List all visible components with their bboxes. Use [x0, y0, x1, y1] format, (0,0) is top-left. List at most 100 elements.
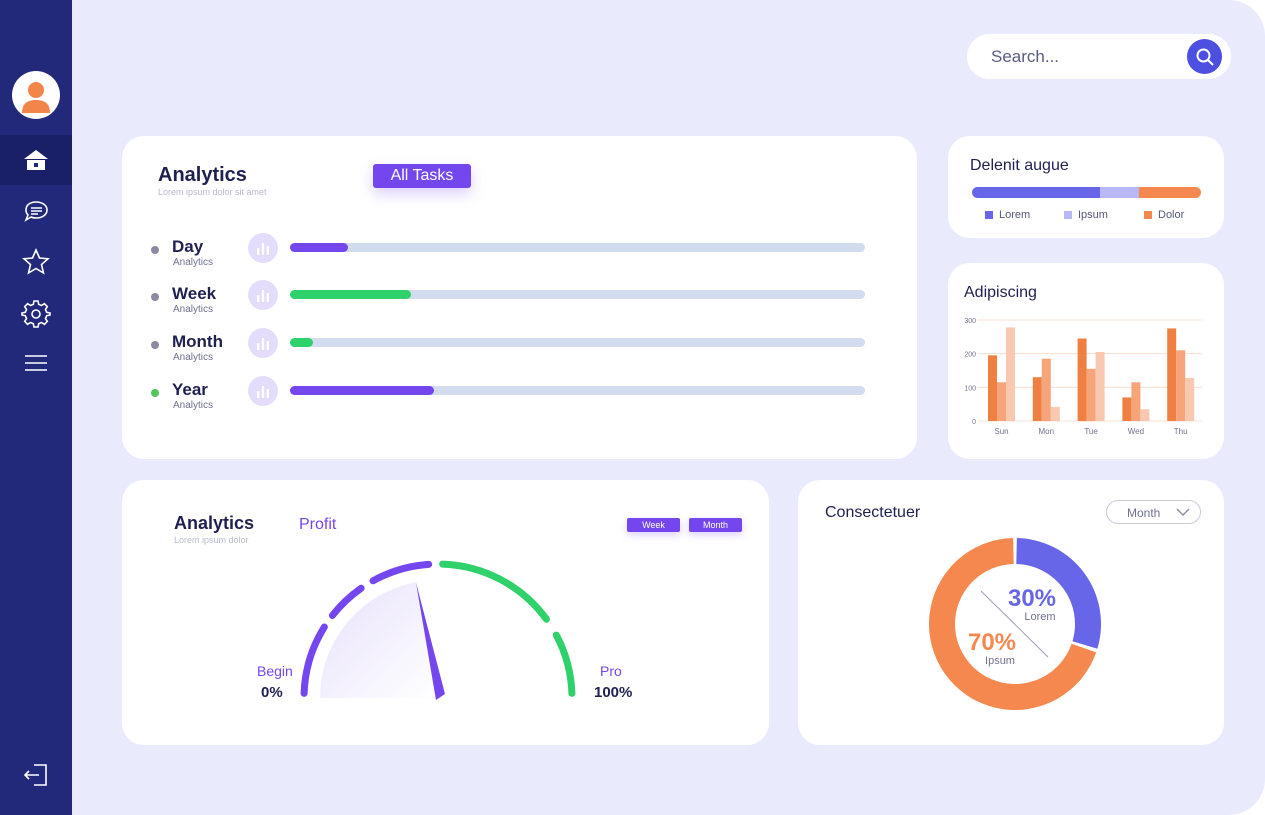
bar-chart: 0 100 200 300 Sun Mon Tue Wed Thu [964, 318, 1202, 436]
sidebar-item-settings[interactable] [0, 289, 72, 339]
bar-chart-icon[interactable] [248, 376, 278, 406]
sidebar [0, 0, 72, 815]
gauge-segment [369, 560, 433, 585]
user-avatar[interactable] [12, 71, 60, 119]
row-label: Day [172, 237, 204, 256]
profit-label: Profit [299, 516, 337, 533]
legend-item-lorem: Lorem [985, 209, 1030, 221]
bar [1050, 406, 1060, 421]
bar [997, 382, 1006, 421]
analytics-row-day: Day Analytics [122, 233, 917, 273]
analytics-row-month: Month Analytics [122, 328, 917, 368]
y-tick-label: 100 [964, 385, 976, 392]
x-tick-label: Tue [1084, 427, 1098, 436]
month-dropdown[interactable]: Month [1106, 500, 1201, 524]
analytics-subtitle: Lorem ipsum dolor sit amet [158, 187, 267, 197]
row-label: Week [172, 284, 217, 303]
bar [1131, 382, 1141, 421]
sidebar-item-home[interactable] [0, 135, 72, 185]
x-tick-label: Wed [1128, 427, 1144, 436]
row-dot [151, 341, 159, 349]
x-tick-label: Thu [1174, 427, 1188, 436]
x-tick-label: Sun [994, 427, 1008, 436]
progress-track [290, 290, 865, 299]
sidebar-item-messages[interactable] [0, 187, 72, 237]
progress-track [290, 243, 865, 252]
consectetuer-title: Consectetuer [825, 504, 921, 521]
bar [1032, 377, 1042, 421]
bar [988, 355, 997, 421]
bar [1167, 328, 1177, 421]
bar [1041, 358, 1051, 421]
donut-chart: 30%Lorem 70%Ipsum [929, 538, 1101, 710]
x-tick-label: Mon [1039, 427, 1055, 436]
sidebar-item-menu[interactable] [0, 338, 72, 388]
bar [1122, 397, 1132, 421]
gauge-segment [552, 631, 576, 697]
legend-label: Lorem [999, 209, 1031, 221]
user-avatar-icon [22, 82, 50, 113]
consectetuer-card: Consectetuer Month 30% Lorem 70% Ipsum [798, 480, 1224, 745]
gauge-segment [439, 560, 550, 623]
legend-swatch [1144, 211, 1152, 219]
donut-lorem-percent: 30% [1008, 585, 1056, 612]
bar-chart-icon-glyph [257, 290, 269, 302]
legend-swatch [985, 211, 993, 219]
all-tasks-button[interactable]: All Tasks [373, 164, 471, 188]
y-tick-label: 300 [964, 318, 976, 325]
bar-chart-icon[interactable] [248, 233, 278, 263]
legend-swatch [1064, 211, 1072, 219]
progress-fill [290, 338, 313, 347]
row-sublabel: Analytics [173, 352, 214, 363]
analytics-title: Analytics [158, 164, 247, 186]
donut-lorem-label: Lorem [1024, 611, 1055, 623]
row-sublabel: Analytics [173, 304, 214, 315]
home-icon [24, 150, 48, 170]
bar [1006, 327, 1015, 421]
sidebar-item-favorites[interactable] [0, 237, 72, 287]
gauge-segment [300, 623, 328, 697]
profit-card-subtitle: Lorem ipsum dolor [174, 535, 249, 545]
legend-label: Dolor [1158, 209, 1185, 221]
analytics-card: Analytics Lorem ipsum dolor sit amet All… [122, 136, 917, 459]
stacked-segment-lorem [972, 187, 1101, 198]
progress-track [290, 338, 865, 347]
progress-track [290, 386, 865, 395]
logout-icon [23, 764, 47, 786]
adipiscing-card: Adipiscing 0 100 200 300 Sun Mon Tue Wed Thu [948, 263, 1224, 459]
gauge-sweep [320, 582, 438, 698]
profit-gauge [300, 560, 576, 700]
progress-fill [290, 243, 348, 252]
gauge-segment [328, 584, 365, 620]
month-toggle-button[interactable]: Month [689, 518, 742, 532]
chevron-down-icon [1176, 508, 1190, 516]
row-label: Year [172, 380, 208, 399]
search-input[interactable] [991, 44, 1181, 70]
bar-chart-icon-glyph [257, 338, 269, 350]
row-label: Month [172, 332, 223, 351]
stacked-bar [972, 187, 1201, 198]
y-tick-label: 0 [972, 419, 976, 426]
week-toggle-button[interactable]: Week [627, 518, 680, 532]
analytics-row-week: Week Analytics [122, 280, 917, 320]
donut-slice-lorem [1016, 538, 1101, 649]
delenit-title: Delenit augue [970, 157, 1069, 174]
chat-bubbles-icon [24, 201, 48, 222]
search-button[interactable] [1187, 39, 1222, 74]
profit-card-title: Analytics [174, 513, 255, 533]
logout-button[interactable] [0, 750, 72, 800]
adipiscing-title: Adipiscing [964, 284, 1037, 301]
bar [1086, 368, 1096, 421]
row-dot [151, 246, 159, 254]
row-dot [151, 293, 159, 301]
star-icon [22, 248, 50, 275]
gear-icon [21, 300, 51, 328]
bar-chart-icon[interactable] [248, 328, 278, 358]
analytics-row-year: Year Analytics [122, 376, 917, 416]
row-sublabel: Analytics [173, 400, 214, 411]
delenit-card: Delenit augue Lorem Ipsum Dolor [948, 136, 1224, 238]
bar-chart-icon[interactable] [248, 280, 278, 310]
bar-chart-icon-glyph [257, 243, 269, 255]
bar [1077, 338, 1087, 421]
bar-chart-icon-glyph [257, 386, 269, 398]
